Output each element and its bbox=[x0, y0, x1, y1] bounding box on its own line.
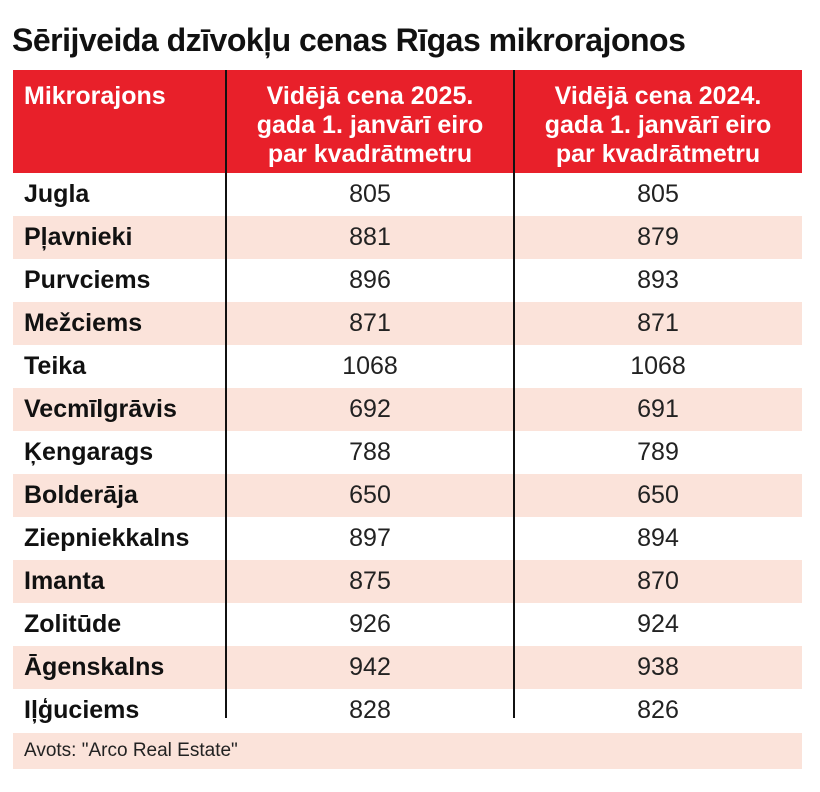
district-cell: Imanta bbox=[24, 567, 105, 595]
price-2024-cell: 650 bbox=[637, 481, 679, 509]
district-cell: Pļavnieki bbox=[24, 223, 133, 251]
table-body: Jugla 805 805 Pļavnieki 881 879 Purvciem… bbox=[13, 173, 802, 732]
column-divider bbox=[225, 70, 227, 718]
district-cell: Purvciems bbox=[24, 266, 151, 294]
price-2024-cell: 879 bbox=[637, 223, 679, 251]
header-line: par kvadrātmetru bbox=[267, 140, 473, 168]
price-2025-cell: 942 bbox=[349, 653, 391, 681]
price-2024-cell: 826 bbox=[637, 696, 679, 724]
source-note: Avots: "Arco Real Estate" bbox=[13, 733, 802, 769]
district-cell: Ziepniekkalns bbox=[24, 524, 190, 552]
price-table: Mikrorajons Vidējā cena 2025. gada 1. ja… bbox=[13, 70, 802, 732]
table-row: Zolitūde 926 924 bbox=[13, 603, 802, 646]
district-cell: Teika bbox=[24, 352, 87, 380]
price-2024-cell: 870 bbox=[637, 567, 679, 595]
header-line: Vidējā cena 2024. bbox=[554, 82, 762, 110]
district-cell: Zolitūde bbox=[24, 610, 122, 638]
table-row: Bolderāja 650 650 bbox=[13, 474, 802, 517]
price-2025-cell: 650 bbox=[349, 481, 391, 509]
district-cell: Jugla bbox=[24, 180, 90, 208]
header-line: par kvadrātmetru bbox=[555, 140, 761, 168]
table-row: Pļavnieki 881 879 bbox=[13, 216, 802, 259]
header-line: Vidējā cena 2025. bbox=[266, 82, 474, 110]
table-row: Vecmīlgrāvis 692 691 bbox=[13, 388, 802, 431]
price-2024-cell: 924 bbox=[637, 610, 679, 638]
price-2025-cell: 788 bbox=[349, 438, 391, 466]
price-2024-cell: 938 bbox=[637, 653, 679, 681]
header-line: gada 1. janvārī eiro bbox=[256, 111, 484, 139]
table-row: Imanta 875 870 bbox=[13, 560, 802, 603]
price-2025-cell: 926 bbox=[349, 610, 391, 638]
table-row: Ziepniekkalns 897 894 bbox=[13, 517, 802, 560]
table-row: Teika 1068 1068 bbox=[13, 345, 802, 388]
table-row: Ķengarags 788 789 bbox=[13, 431, 802, 474]
price-2024-cell: 691 bbox=[637, 395, 679, 423]
price-2024-cell: 871 bbox=[637, 309, 679, 337]
header-price-2025: Vidējā cena 2025. gada 1. janvārī eiro p… bbox=[226, 70, 514, 173]
district-cell: Mežciems bbox=[24, 309, 143, 337]
district-cell: Vecmīlgrāvis bbox=[24, 395, 177, 423]
price-2025-cell: 828 bbox=[349, 696, 391, 724]
table-row: Mežciems 871 871 bbox=[13, 302, 802, 345]
district-cell: Bolderāja bbox=[24, 481, 138, 509]
price-2024-cell: 894 bbox=[637, 524, 679, 552]
price-2024-cell: 789 bbox=[637, 438, 679, 466]
price-2025-cell: 896 bbox=[349, 266, 391, 294]
price-2025-cell: 881 bbox=[349, 223, 391, 251]
price-2025-cell: 805 bbox=[349, 180, 391, 208]
column-divider bbox=[513, 70, 515, 718]
table-row: Iļģuciems 828 826 bbox=[13, 689, 802, 732]
table-header: Mikrorajons Vidējā cena 2025. gada 1. ja… bbox=[13, 70, 802, 173]
price-2025-cell: 1068 bbox=[342, 352, 398, 380]
price-2024-cell: 805 bbox=[637, 180, 679, 208]
price-2025-cell: 875 bbox=[349, 567, 391, 595]
price-2025-cell: 692 bbox=[349, 395, 391, 423]
table-row: Āgenskalns 942 938 bbox=[13, 646, 802, 689]
district-cell: Āgenskalns bbox=[24, 653, 165, 681]
page-title: Sērijveida dzīvokļu cenas Rīgas mikroraj… bbox=[12, 22, 686, 58]
district-cell: Iļģuciems bbox=[24, 696, 140, 724]
price-2025-cell: 871 bbox=[349, 309, 391, 337]
header-line: gada 1. janvārī eiro bbox=[544, 111, 772, 139]
district-cell: Ķengarags bbox=[24, 438, 154, 466]
price-2025-cell: 897 bbox=[349, 524, 391, 552]
table-row: Purvciems 896 893 bbox=[13, 259, 802, 302]
price-2024-cell: 1068 bbox=[630, 352, 686, 380]
table-row: Jugla 805 805 bbox=[13, 173, 802, 216]
header-district: Mikrorajons bbox=[24, 82, 166, 110]
header-price-2024: Vidējā cena 2024. gada 1. janvārī eiro p… bbox=[514, 70, 802, 173]
price-2024-cell: 893 bbox=[637, 266, 679, 294]
